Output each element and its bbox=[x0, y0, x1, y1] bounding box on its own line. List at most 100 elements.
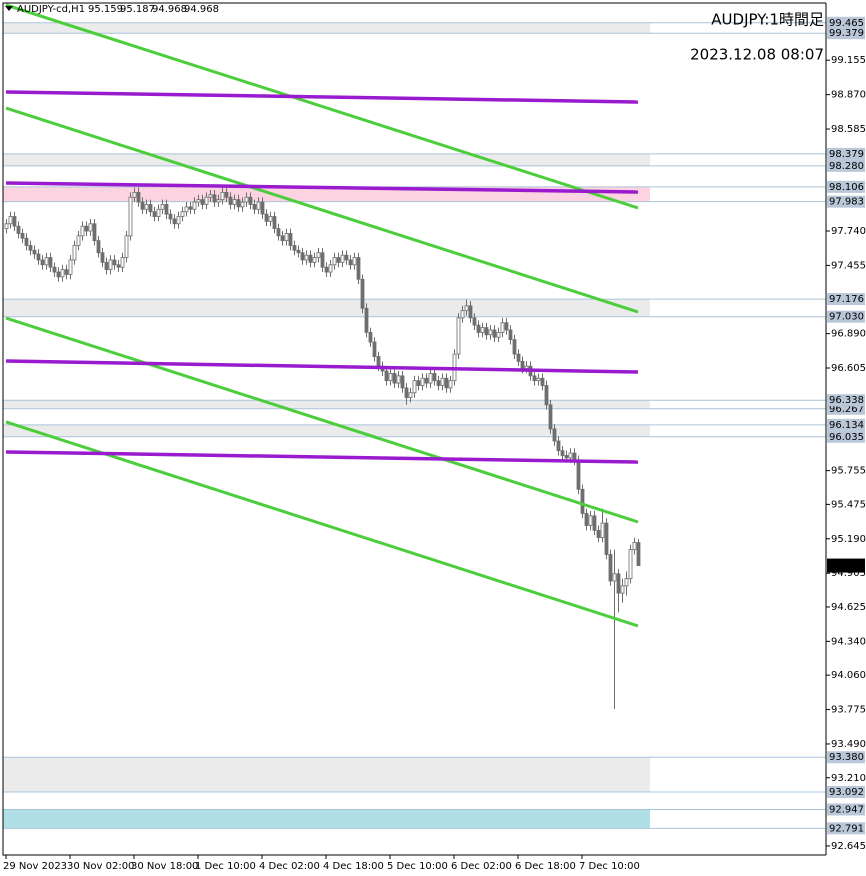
candle-body bbox=[212, 194, 217, 203]
dropdown-arrow[interactable] bbox=[5, 6, 13, 11]
candle-body bbox=[92, 223, 97, 242]
candle-body bbox=[204, 196, 209, 205]
candle-body bbox=[572, 452, 577, 461]
x-tick-label: 6 Dec 02:00 bbox=[451, 861, 512, 872]
candle-body bbox=[32, 249, 37, 255]
candle-body bbox=[392, 373, 397, 384]
candle-body bbox=[220, 191, 225, 201]
candle-body bbox=[436, 380, 441, 386]
candle-body bbox=[264, 213, 269, 222]
zone-price-tag bbox=[827, 310, 865, 323]
zone-price-tag bbox=[827, 159, 865, 172]
trendline bbox=[5, 359, 639, 374]
zone-price-tag bbox=[827, 195, 865, 208]
x-tick-label: 30 Nov 02:00 bbox=[67, 861, 134, 872]
candle-body bbox=[224, 191, 229, 198]
zone-price-tag bbox=[827, 803, 865, 816]
x-tick-label: 7 Dec 10:00 bbox=[579, 861, 640, 872]
zone-price-label: 96.338 bbox=[829, 395, 864, 406]
candle-body bbox=[420, 377, 425, 386]
candle-body bbox=[16, 225, 21, 234]
candle-body bbox=[492, 329, 497, 338]
y-tick-label: 96.890 bbox=[831, 329, 866, 340]
zone-price-tag bbox=[827, 147, 865, 160]
candle-body bbox=[88, 223, 93, 232]
candle-body bbox=[272, 216, 277, 229]
x-tick-label: 29 Nov 2023 bbox=[3, 861, 67, 872]
candle-body bbox=[28, 245, 33, 251]
candle-body bbox=[172, 218, 177, 225]
candle-body bbox=[516, 353, 521, 362]
zone-price-label: 99.379 bbox=[829, 28, 864, 39]
candle-body bbox=[20, 233, 25, 239]
price-zone bbox=[3, 809, 650, 829]
candle-body bbox=[424, 377, 429, 384]
candle-body bbox=[524, 365, 529, 370]
candle-body bbox=[520, 360, 525, 370]
candle-body bbox=[96, 240, 101, 254]
chart-title: AUDJPY:1時間足 bbox=[711, 11, 824, 29]
candle-body bbox=[636, 542, 641, 566]
y-tick-label: 94.060 bbox=[831, 670, 866, 681]
candle-body bbox=[496, 331, 501, 338]
candle-body bbox=[8, 216, 13, 225]
candle-body bbox=[432, 373, 437, 382]
y-tick-label: 99.155 bbox=[831, 55, 866, 66]
current-price-label: 94.968 bbox=[829, 561, 864, 572]
candle-body bbox=[448, 380, 453, 389]
y-tick-label: 93.490 bbox=[831, 739, 866, 750]
candle-body bbox=[288, 233, 293, 246]
candle-body bbox=[588, 515, 593, 526]
candle-body bbox=[284, 233, 289, 242]
candle-body bbox=[120, 257, 125, 268]
candle-body bbox=[104, 261, 109, 271]
candle-body bbox=[228, 196, 233, 205]
candle-body bbox=[576, 459, 581, 490]
header-open: 95.159 bbox=[88, 4, 123, 15]
candle-body bbox=[504, 322, 509, 331]
candle-body bbox=[24, 237, 29, 246]
candle-body bbox=[512, 339, 517, 355]
candle-body bbox=[148, 204, 153, 213]
price-zone bbox=[3, 153, 650, 166]
candle-body bbox=[268, 216, 273, 222]
candle-body bbox=[552, 428, 557, 442]
candle-body bbox=[196, 199, 201, 203]
candle-body bbox=[76, 235, 81, 246]
candle-body bbox=[412, 380, 417, 394]
zone-price-tag bbox=[827, 293, 865, 306]
candle-body bbox=[244, 196, 249, 203]
y-tick-label: 93.210 bbox=[831, 773, 866, 784]
candle-body bbox=[144, 204, 149, 210]
zone-price-label: 96.134 bbox=[829, 420, 864, 431]
candle-body bbox=[312, 257, 317, 263]
trendline bbox=[5, 450, 639, 464]
candle-body bbox=[468, 305, 473, 319]
candle-body bbox=[240, 201, 245, 208]
x-tick-label: 5 Dec 10:00 bbox=[387, 861, 448, 872]
candle-body bbox=[376, 356, 381, 367]
candle-body bbox=[188, 206, 193, 210]
candle-body bbox=[416, 380, 421, 386]
candle-body bbox=[168, 213, 173, 220]
candle-body bbox=[68, 259, 73, 275]
y-tick-label: 97.455 bbox=[831, 260, 866, 271]
candle-body bbox=[340, 254, 345, 263]
candle-body bbox=[48, 257, 53, 268]
candle-body bbox=[324, 266, 329, 273]
candle-body bbox=[556, 440, 561, 452]
price-zone bbox=[3, 22, 650, 34]
candle-body bbox=[532, 375, 537, 382]
candle-body bbox=[612, 573, 617, 582]
candle-body bbox=[544, 385, 549, 406]
candle-body bbox=[56, 271, 61, 278]
candle-body bbox=[152, 211, 157, 217]
candle-body bbox=[584, 513, 589, 526]
candle-body bbox=[472, 317, 477, 326]
zone-price-label: 96.267 bbox=[829, 404, 864, 415]
trendline bbox=[5, 420, 639, 628]
candle-body bbox=[384, 370, 389, 382]
candle-body bbox=[428, 373, 433, 384]
